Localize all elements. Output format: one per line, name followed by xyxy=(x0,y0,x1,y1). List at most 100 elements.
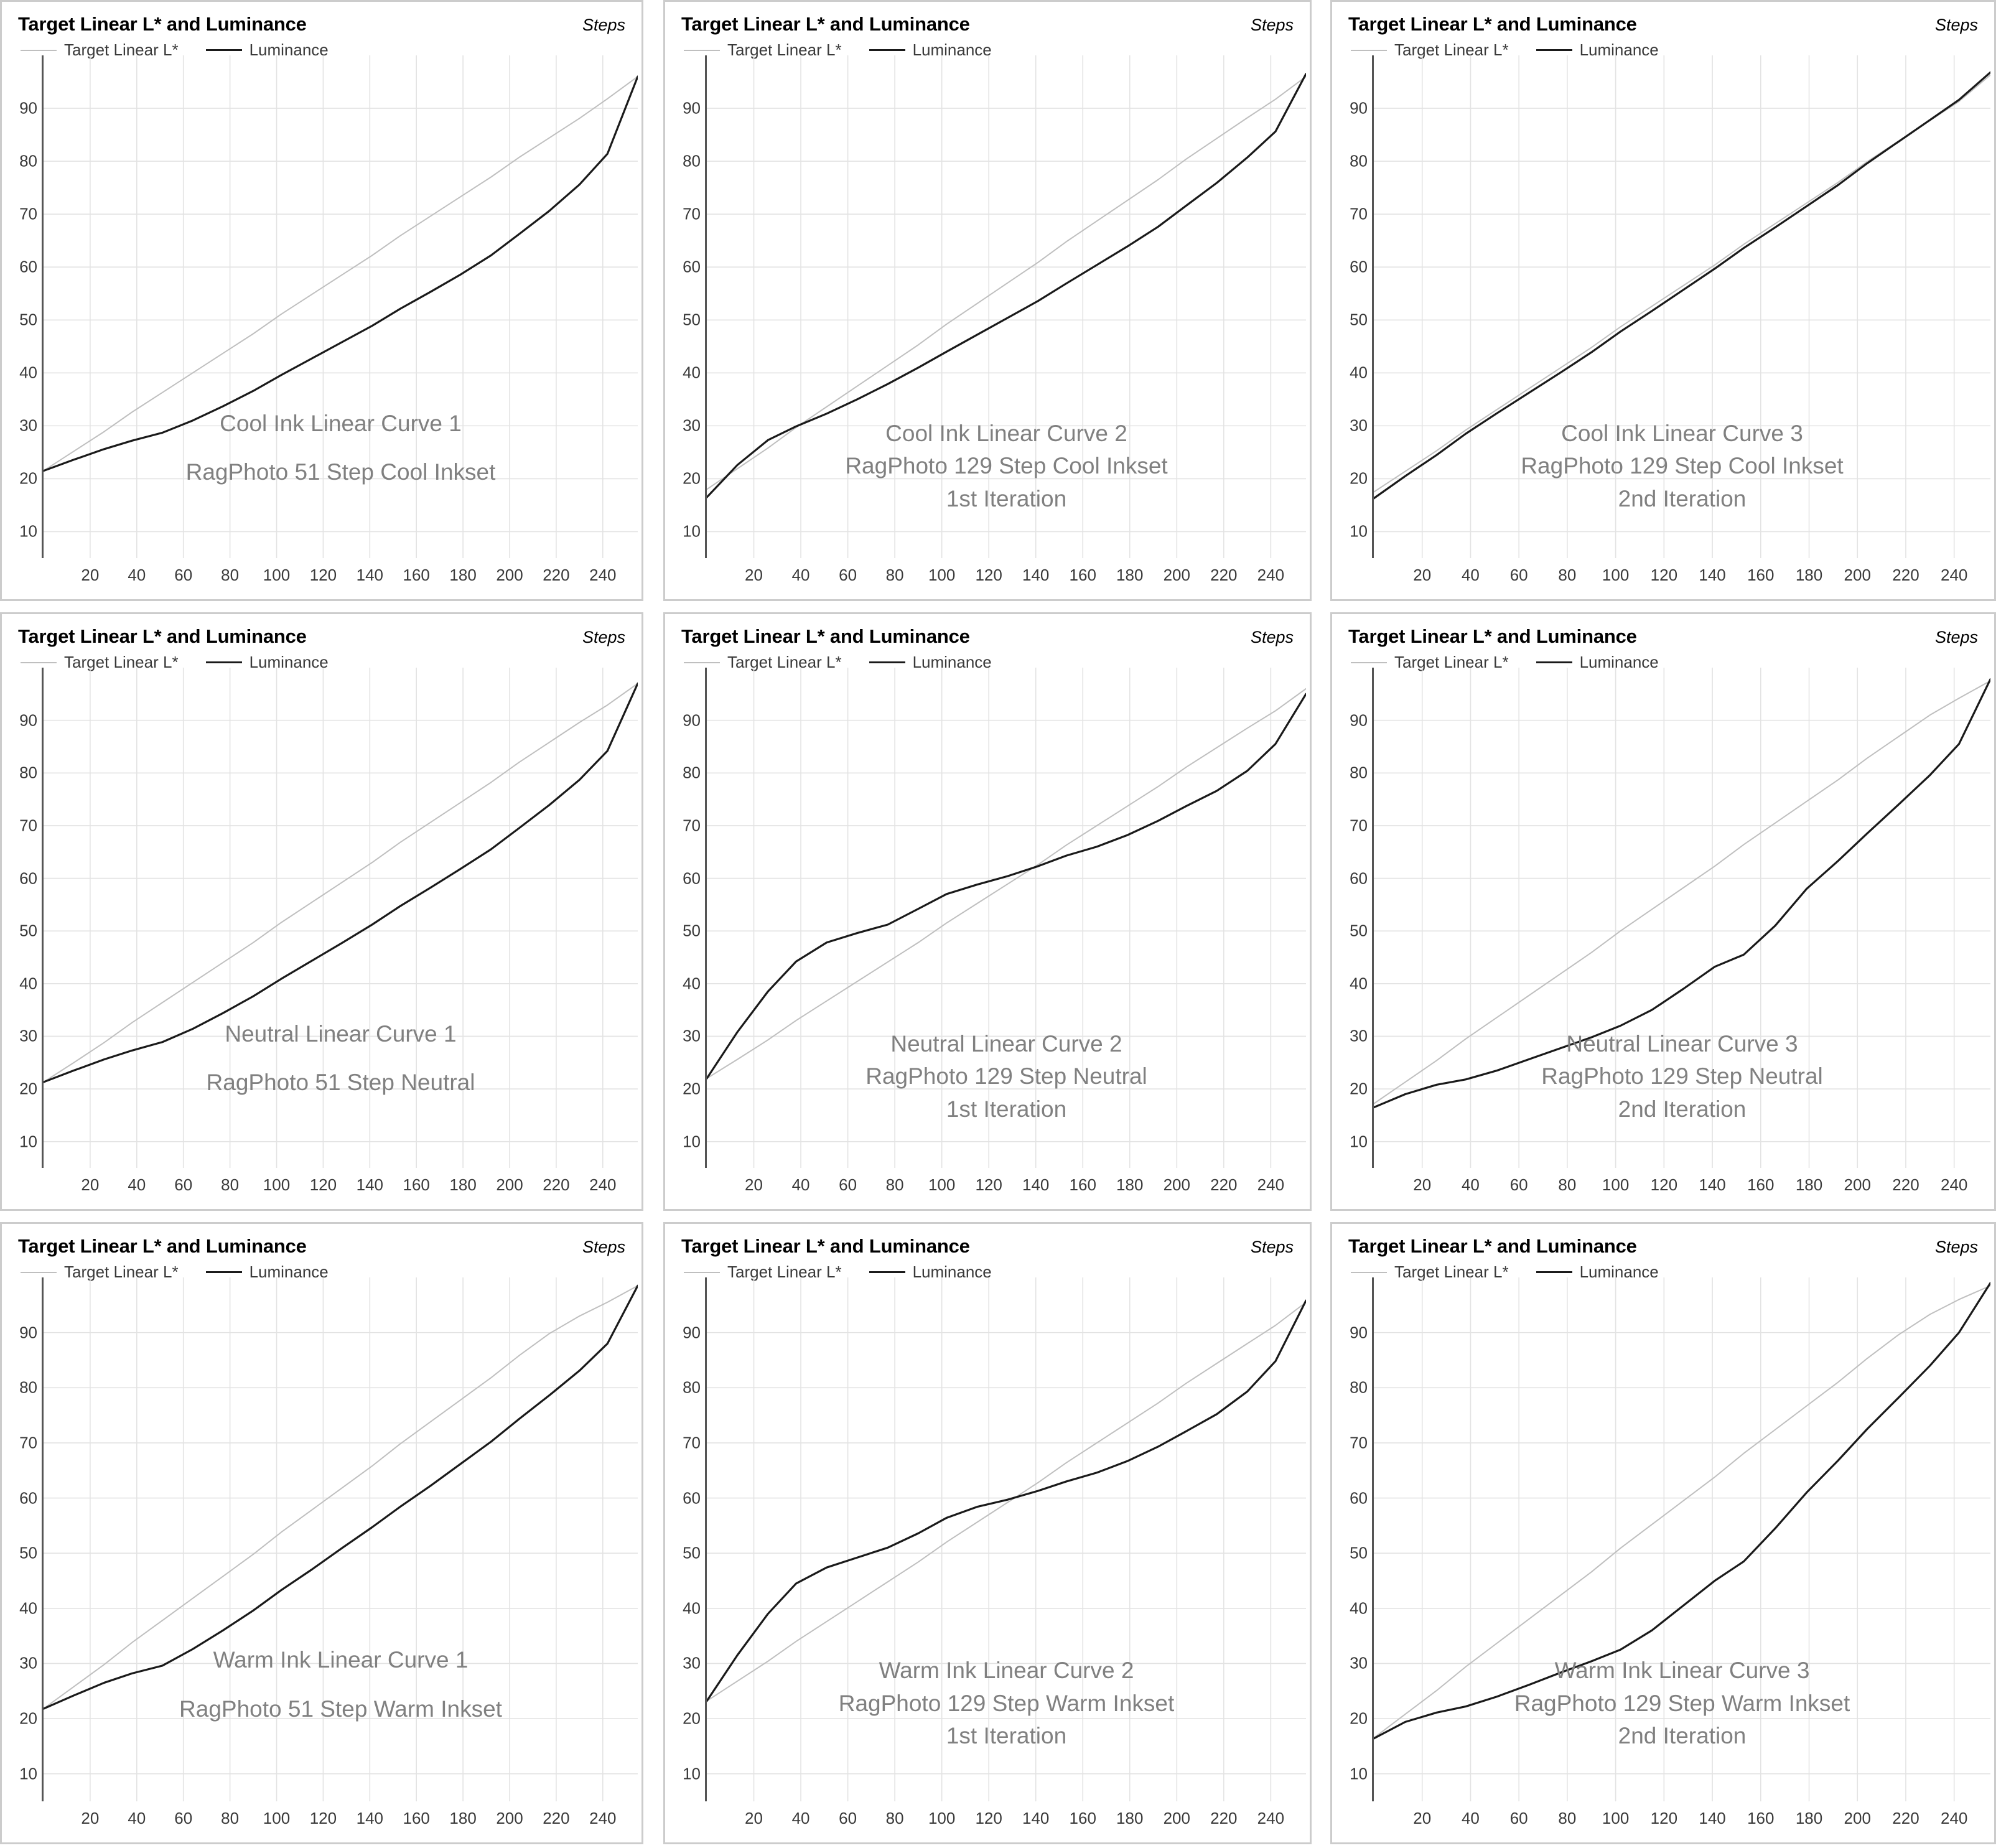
legend-entry-luminance[interactable]: Luminance xyxy=(205,1262,329,1282)
y-tick-label: 50 xyxy=(683,921,701,940)
y-tick-label: 70 xyxy=(1350,204,1368,223)
legend-swatch-target-linear-icon xyxy=(684,661,720,663)
x-tick-label: 100 xyxy=(263,1809,291,1827)
chart-title: Target Linear L* and Luminance xyxy=(681,625,970,647)
chart-title: Target Linear L* and Luminance xyxy=(1348,625,1637,647)
x-tick-label: 100 xyxy=(928,566,956,584)
y-tick-label: 60 xyxy=(1350,1488,1368,1508)
x-tick-label: 200 xyxy=(1163,566,1190,584)
x-tick-label: 140 xyxy=(1699,1175,1726,1194)
legend-label-luminance: Luminance xyxy=(912,1262,992,1281)
chart-area: Target Linear L* and Luminance Steps Targe… xyxy=(665,2,1310,599)
legend-entry-luminance[interactable]: Luminance xyxy=(1536,40,1659,60)
x-tick-label: 220 xyxy=(543,1175,570,1194)
x-tick-label: 180 xyxy=(1116,1809,1144,1827)
chart-panel-neutral-2[interactable]: Target Linear L* and Luminance Steps Targe… xyxy=(655,609,1324,1217)
x-tick-label: 20 xyxy=(745,1175,763,1194)
x-tick-label: 20 xyxy=(81,1809,100,1827)
x-tick-label: 120 xyxy=(975,566,1002,584)
y-tick-label: 20 xyxy=(19,1709,37,1728)
x-tick-label: 240 xyxy=(589,1809,617,1827)
legend-entry-luminance[interactable]: Luminance xyxy=(1536,1262,1659,1282)
x-tick-label: 140 xyxy=(356,566,384,584)
x-tick-label: 160 xyxy=(1069,1809,1096,1827)
x-tick-label: 180 xyxy=(1795,566,1823,584)
legend-entry-target-linear[interactable]: Target Linear L* xyxy=(1351,1262,1509,1282)
chart-area: Target Linear L* and Luminance Steps Targe… xyxy=(665,1224,1310,1842)
x-tick-label: 140 xyxy=(1022,1809,1050,1827)
legend-entry-target-linear[interactable]: Target Linear L* xyxy=(21,1262,179,1282)
legend-entry-target-linear[interactable]: Target Linear L* xyxy=(1351,40,1509,60)
gridlines xyxy=(1374,668,1990,1168)
chart-panel-cool-1[interactable]: Target Linear L* and Luminance Steps Targe… xyxy=(0,0,655,609)
x-tick-label: 140 xyxy=(1022,1175,1050,1194)
legend-entry-luminance[interactable]: Luminance xyxy=(869,653,992,672)
x-tick-label: 220 xyxy=(543,1809,570,1827)
y-tick-label: 40 xyxy=(1350,1598,1368,1618)
x-tick-label: 100 xyxy=(1602,1809,1630,1827)
y-tick-label: 70 xyxy=(19,204,37,223)
chart-panel-warm-3[interactable]: Target Linear L* and Luminance Steps Targe… xyxy=(1324,1217,2001,1848)
y-tick-label: 20 xyxy=(1350,1709,1368,1728)
x-tick-label: 160 xyxy=(1747,1175,1775,1194)
chart-panel-warm-1[interactable]: Target Linear L* and Luminance Steps Targe… xyxy=(0,1217,655,1848)
plot-area: 10 20 30 40 50 60 70 80 90 20 40 60 80 100 120 140 160 18… xyxy=(1350,55,1990,584)
legend-entry-target-linear[interactable]: Target Linear L* xyxy=(684,40,842,60)
x-axis-title: Steps xyxy=(582,1238,625,1256)
legend-entry-luminance[interactable]: Luminance xyxy=(869,40,992,60)
series-line-target-linear xyxy=(44,683,638,1082)
legend-entry-luminance[interactable]: Luminance xyxy=(1536,653,1659,672)
x-tick-label: 220 xyxy=(1892,1809,1919,1827)
chart-panel-cool-2[interactable]: Target Linear L* and Luminance Steps Targe… xyxy=(655,0,1324,609)
chart-legend: Target Linear L* Luminance xyxy=(21,653,329,672)
y-tick-label: 70 xyxy=(19,816,37,835)
legend-label-target-linear: Target Linear L* xyxy=(1394,40,1509,59)
x-tick-label: 140 xyxy=(1699,1809,1726,1827)
y-tick-label: 10 xyxy=(1350,1132,1368,1151)
legend-entry-target-linear[interactable]: Target Linear L* xyxy=(684,653,842,672)
y-tick-label: 70 xyxy=(683,1433,701,1452)
plot-svg xyxy=(44,668,638,1168)
y-tick-label: 90 xyxy=(1350,98,1368,118)
legend-label-luminance: Luminance xyxy=(249,1262,329,1281)
x-tick-label: 240 xyxy=(1257,566,1285,584)
legend-entry-target-linear[interactable]: Target Linear L* xyxy=(1351,653,1509,672)
legend-swatch-target-linear-icon xyxy=(1351,1271,1387,1273)
y-tick-label: 30 xyxy=(19,416,37,435)
y-tick-label: 60 xyxy=(1350,257,1368,276)
x-tick-label: 20 xyxy=(745,1809,763,1827)
y-tick-label: 50 xyxy=(683,310,701,329)
legend-entry-luminance[interactable]: Luminance xyxy=(205,40,329,60)
y-tick-label: 10 xyxy=(19,1764,37,1783)
legend-entry-luminance[interactable]: Luminance xyxy=(205,653,329,672)
chart-panel-warm-2[interactable]: Target Linear L* and Luminance Steps Targe… xyxy=(655,1217,1324,1848)
y-tick-label: 20 xyxy=(683,469,701,488)
x-tick-label: 40 xyxy=(128,1175,146,1194)
y-tick-label: 30 xyxy=(683,1026,701,1045)
gridlines xyxy=(1374,1277,1990,1801)
y-tick-label: 60 xyxy=(683,257,701,276)
chart-title: Target Linear L* and Luminance xyxy=(18,13,307,35)
legend-entry-target-linear[interactable]: Target Linear L* xyxy=(684,1262,842,1282)
legend-label-target-linear: Target Linear L* xyxy=(64,1262,179,1281)
chart-panel-cool-3[interactable]: Target Linear L* and Luminance Steps Targe… xyxy=(1324,0,2001,609)
series-line-target-linear xyxy=(707,77,1306,489)
y-tick-label: 30 xyxy=(683,1653,701,1673)
x-axis-title: Steps xyxy=(1250,1238,1294,1256)
legend-entry-target-linear[interactable]: Target Linear L* xyxy=(21,653,179,672)
y-tick-label: 40 xyxy=(19,974,37,993)
y-tick-label: 70 xyxy=(19,1433,37,1452)
chart-panel-neutral-3[interactable]: Target Linear L* and Luminance Steps Targe… xyxy=(1324,609,2001,1217)
x-tick-label: 220 xyxy=(1210,1809,1238,1827)
chart-panel-neutral-1[interactable]: Target Linear L* and Luminance Steps Targe… xyxy=(0,609,655,1217)
plot-area: 10 20 30 40 50 60 70 80 90 20 40 60 80 100 120 140 160 18… xyxy=(19,1277,638,1827)
chart-title: Target Linear L* and Luminance xyxy=(18,1235,307,1257)
x-tick-label: 160 xyxy=(1747,566,1775,584)
legend-entry-target-linear[interactable]: Target Linear L* xyxy=(21,40,179,60)
x-tick-label: 80 xyxy=(1558,566,1577,584)
legend-entry-luminance[interactable]: Luminance xyxy=(869,1262,992,1282)
y-tick-label: 10 xyxy=(683,521,701,541)
x-tick-label: 240 xyxy=(1941,1809,1968,1827)
series-line-target-linear xyxy=(1374,75,1990,492)
chart-frame: Target Linear L* and Luminance Steps Targe… xyxy=(1330,1222,1996,1844)
